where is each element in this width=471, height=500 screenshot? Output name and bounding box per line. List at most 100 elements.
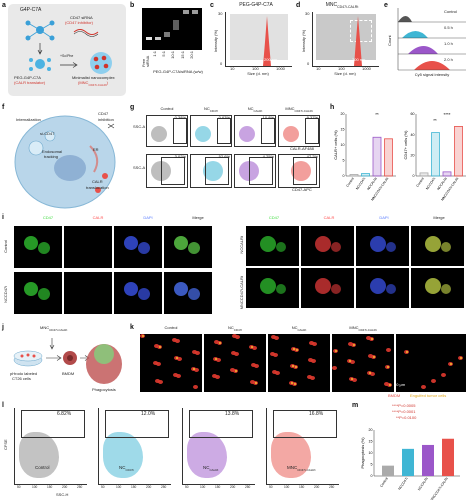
bmdm-cell <box>310 376 315 380</box>
bar-fill <box>454 126 463 176</box>
tumor-cell <box>460 357 462 359</box>
tumor-cell <box>294 383 296 385</box>
cell <box>441 242 451 252</box>
lane-label: 10:1 <box>170 51 175 59</box>
tumor-cell <box>293 348 295 350</box>
y-tick-label: 60 <box>411 112 415 116</box>
flow-percent: 13.8% <box>225 411 240 417</box>
flow-gate <box>21 410 85 438</box>
tumor-cell <box>371 338 373 340</box>
xtick: 1000 <box>276 66 285 71</box>
gel-band-4 <box>183 10 189 14</box>
bmdm-cell <box>215 375 220 379</box>
panel-k-headers: Control NCCD47i NCCALRt MNCCD47i-CALRt <box>140 325 430 334</box>
flow-population <box>187 432 227 478</box>
er-text: ER <box>93 147 99 152</box>
fluorescence-image <box>64 226 112 268</box>
ytick: 0 <box>220 61 223 66</box>
panel-l-label: l <box>2 402 4 409</box>
fluorescence-image <box>301 268 354 308</box>
tem-inset <box>350 20 372 42</box>
flow-sample-name: MNCCD47i-CALRt <box>287 465 316 472</box>
legend-control: Control <box>444 9 457 14</box>
xtick: 100 <box>338 66 345 71</box>
y-tick-label: 20 <box>411 154 415 158</box>
image-column-header: NCCD47i <box>227 325 243 332</box>
flow-percent: 12.0% <box>141 411 156 417</box>
channel-header: Merge <box>433 215 445 220</box>
panel-c-xlabel: Size (d. nm) <box>247 71 269 76</box>
x-tick-label: 250 <box>329 485 335 489</box>
fluorescence-image <box>246 226 299 266</box>
x-tick-label: 250 <box>161 485 167 489</box>
flow-plot: 13.8% NCCALRt 50 100 150 200 250 <box>182 408 255 489</box>
tumor-cell <box>389 384 391 386</box>
lane-label: 5:1 <box>161 51 166 57</box>
sirna-icon <box>73 29 99 37</box>
row1-ylabel: SSC-A <box>133 124 146 129</box>
panel-d-ylabel: Intensity (%) <box>301 29 306 52</box>
significance: ** <box>375 112 379 117</box>
tem-image <box>316 14 376 60</box>
bmdm-cell <box>216 358 221 362</box>
flow-gate <box>105 410 169 438</box>
p-value-3: **P=0.0100 <box>396 415 417 420</box>
bmdm-cell <box>309 341 314 345</box>
flow-plot: 10.8% <box>234 115 276 147</box>
cell <box>386 242 396 252</box>
image-column-header: MNCCD47i-CALRt <box>349 325 377 332</box>
flow-column-header: NCCD47i <box>203 106 219 113</box>
category-label: NCCD47i <box>425 177 436 191</box>
flow-plot: 3.02% <box>146 154 188 188</box>
bmdm-cell <box>193 385 198 389</box>
flow-population <box>239 126 255 142</box>
y-tick-label: 0 <box>343 174 345 178</box>
panel-c-label: c <box>210 2 214 9</box>
flow-gate <box>305 118 319 144</box>
row2-ylabel: SSC-A <box>133 165 146 170</box>
category-label: Control <box>379 477 389 488</box>
bar <box>442 438 454 476</box>
xtick: 10 <box>230 66 235 71</box>
arrow-right-icon <box>60 62 78 68</box>
bar <box>382 465 394 476</box>
row1-xlabel: CALR-AF488 <box>290 146 314 151</box>
channel-header: CALR <box>323 215 335 220</box>
size-distribution <box>354 16 362 66</box>
image-column-header: Control <box>164 325 178 330</box>
flow-row-cd47: 3.02% 52.6% 4.25% 47.2% <box>146 154 322 188</box>
panel-d-axes <box>312 12 379 67</box>
bmdm-cell <box>312 342 317 346</box>
legend-2-0h: 2.0 h <box>444 57 453 62</box>
panel-m-label: m <box>352 402 359 409</box>
panel-f-label: f <box>2 104 5 111</box>
phagocytosis-schematic <box>13 338 122 384</box>
tumor-cell <box>373 356 375 358</box>
size-distribution <box>263 16 271 66</box>
bar <box>384 138 393 177</box>
bmdm-cell <box>235 335 240 339</box>
flow-gate <box>161 157 185 185</box>
flow-row-calr: 0.38% 0.63% 10.8% 9.37% <box>146 115 322 147</box>
panel-a-label: a <box>2 2 6 9</box>
x-tick-label: 200 <box>146 485 152 489</box>
bar-fill <box>350 174 358 176</box>
bmdm-cell <box>384 382 389 386</box>
bmdm-cell <box>311 359 316 363</box>
bar <box>431 132 440 177</box>
flow-column-headers: Control NCCD47i NCCALRt MNCCD47i-CALRt <box>146 106 322 115</box>
flow-column-header: MNCCD47i-CALRt <box>285 106 313 113</box>
fluorescence-image <box>114 272 162 314</box>
tumor-cell <box>387 366 389 368</box>
fluorescence-image <box>246 268 299 308</box>
gel-band-1 <box>155 37 161 40</box>
cell <box>386 284 396 294</box>
bmdm-cell <box>156 362 161 366</box>
flow-plot: 12.0% NCCD47i 50 100 150 200 250 <box>98 408 171 489</box>
tumor-cell <box>295 366 297 368</box>
bmdm-cell <box>270 352 275 356</box>
x-tick-label: 250 <box>77 485 83 489</box>
flow-population <box>151 126 167 142</box>
legend-1-0h: 1.0 h <box>444 41 453 46</box>
tumor-cell <box>176 357 178 359</box>
